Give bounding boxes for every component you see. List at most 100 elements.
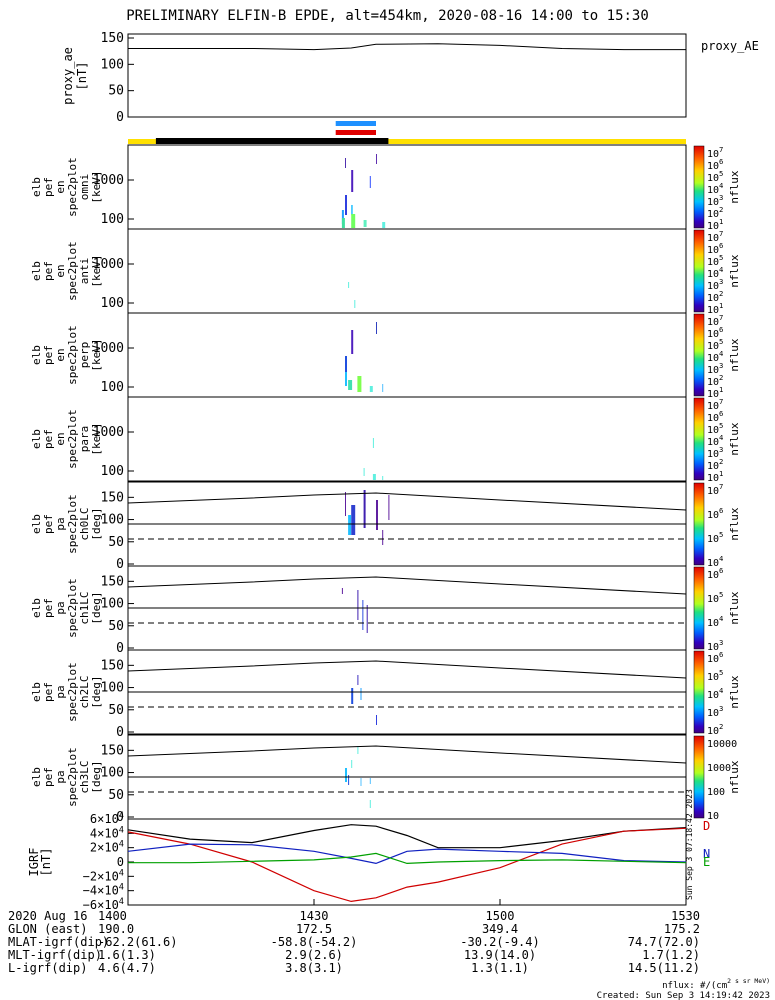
igrf-ytick-label: 2×104: [90, 840, 124, 855]
colorbar: [693, 397, 705, 481]
colorbar-tick-label: 101: [707, 469, 723, 484]
spectrogram-ylabel: spec2plot: [66, 662, 79, 722]
colorbar-tick-label: 102: [707, 722, 723, 737]
spectrogram-data-patch: [363, 490, 366, 528]
spectrogram-ytick-label: 50: [108, 788, 124, 803]
spectrogram-ylabel: spec2plot: [66, 157, 79, 217]
pa-trapped-boundary: [127, 492, 687, 511]
colorbar-tick-label: 106: [707, 325, 723, 340]
spectrogram-frame: [127, 312, 687, 398]
spectrogram-ylabel: spec2plot: [66, 494, 79, 554]
spectrogram-ylabel: spec2plot: [66, 409, 79, 469]
spectrogram-data-patch: [369, 800, 371, 808]
spectrogram-ytick-label: 50: [108, 703, 124, 718]
spectrogram-data-patch: [363, 468, 365, 476]
colorbar-tick-label: 104: [707, 554, 723, 569]
spectrogram-ytick-label: 0: [116, 725, 124, 740]
spectrogram-data-patch: [360, 778, 362, 786]
spectrogram-data-patch: [341, 210, 344, 224]
ephemeris-value: 1.7(1.2): [642, 948, 700, 962]
spectrogram-frame: [127, 228, 687, 314]
colorbar-tick-label: 107: [707, 145, 723, 160]
collection-marker-red: [335, 130, 376, 135]
spectrogram-ytick-label: 150: [101, 743, 124, 758]
colorbar-tick-label: 104: [707, 433, 723, 448]
spectrogram-ylabel: perp: [78, 342, 91, 369]
colorbar-tick-label: 106: [707, 566, 723, 581]
spectrogram-ylabel: [keV]: [90, 170, 103, 203]
spectrogram-ylabel: en: [54, 264, 67, 277]
colorbar: [693, 145, 705, 229]
spectrogram-ytick-label: 100: [101, 212, 124, 227]
spectrogram-ylabel: spec2plot: [66, 747, 79, 807]
spectrogram-ytick-label: 150: [101, 658, 124, 673]
spectrogram-data-patch: [354, 300, 356, 308]
spectrogram-ylabel: spec2plot: [66, 578, 79, 638]
spectrogram-data-patch: [348, 282, 350, 288]
spectrogram-ylabel: elb: [30, 261, 43, 281]
colorbar-tick-label: 102: [707, 373, 723, 388]
colorbar-tick-label: 103: [707, 277, 723, 292]
colorbar-tick-label: 102: [707, 457, 723, 472]
spectrogram-ytick-label: 1000: [93, 257, 124, 272]
spectrogram-ytick-label: 100: [101, 766, 124, 781]
spectrogram-ylabel: [deg]: [90, 760, 103, 793]
spectrogram-frame: [127, 144, 687, 230]
colorbar-tick-label: 104: [707, 349, 723, 364]
spectrogram-ylabel: pef: [42, 514, 55, 534]
colorbar-label: nflux: [728, 760, 741, 793]
colorbar: [693, 566, 705, 650]
proxy-ae-line: [128, 43, 686, 51]
colorbar-tick-label: 106: [707, 506, 723, 521]
footer-units: nflux: #/(cm2 s sr MeV): [662, 977, 770, 991]
colorbar-tick-label: 102: [707, 205, 723, 220]
spectrogram-data-patch: [388, 495, 390, 520]
spectrogram-ylabel: pa: [54, 517, 67, 530]
colorbar-tick-label: 103: [707, 361, 723, 376]
spectrogram-data-patch: [351, 505, 356, 535]
igrf-ytick-label: −2×104: [83, 868, 124, 883]
spectrogram-data-patch: [348, 380, 353, 390]
colorbar-tick-label: 107: [707, 482, 723, 497]
ephemeris-value: -58.8(-54.2): [271, 935, 358, 949]
ephemeris-row-label: 2020 Aug 16: [8, 909, 87, 923]
spectrogram-ylabel: en: [54, 348, 67, 361]
spectrogram-ytick-label: 1000: [93, 425, 124, 440]
colorbar-tick-label: 10000: [707, 739, 737, 750]
spectrogram-ylabel: pef: [42, 177, 55, 197]
pa-trapped-boundary: [127, 660, 687, 679]
colorbar: [693, 735, 705, 819]
spectrogram-ytick-label: 100: [101, 597, 124, 612]
pa-trapped-boundary: [127, 576, 687, 595]
spectrogram-ylabel: pa: [54, 601, 67, 614]
ephemeris-value: 175.2: [664, 922, 700, 936]
colorbar-tick-label: 101: [707, 217, 723, 232]
igrf-legend-label: E: [703, 855, 710, 869]
spectrogram-ytick-label: 1000: [93, 341, 124, 356]
spectrogram-ylabel: elb: [30, 177, 43, 197]
colorbar: [693, 313, 705, 397]
spectrogram-ytick-label: 0: [116, 641, 124, 656]
spectrogram-data-patch: [345, 356, 347, 372]
ephemeris-value: 3.8(3.1): [285, 961, 343, 975]
ephemeris-value: 1.6(1.3): [98, 948, 156, 962]
spectrogram-data-patch: [357, 376, 362, 392]
spectrogram-ylabel: elb: [30, 767, 43, 787]
spectrogram-data-patch: [372, 438, 374, 448]
colorbar-tick-label: 105: [707, 668, 723, 683]
colorbar-tick-label: 105: [707, 253, 723, 268]
colorbar-tick-label: 104: [707, 265, 723, 280]
pa-trapped-boundary: [127, 745, 687, 764]
colorbar-tick-label: 104: [707, 614, 723, 629]
spectrogram-data-patch: [376, 715, 377, 725]
spectrogram-data-patch: [351, 170, 354, 192]
spectrogram-data-patch: [348, 515, 352, 535]
spectrogram-ylabel: pef: [42, 767, 55, 787]
spectrogram-data-patch: [372, 474, 376, 480]
proxy-ae-ylabel: proxy_ae: [61, 47, 75, 105]
spectrogram-ylabel: [deg]: [90, 675, 103, 708]
spectrogram-ylabel: anti: [78, 258, 91, 285]
ephemeris-value: 4.6(4.7): [98, 961, 156, 975]
spectrogram-ylabel: pef: [42, 345, 55, 365]
spectrogram-data-patch: [363, 220, 367, 227]
